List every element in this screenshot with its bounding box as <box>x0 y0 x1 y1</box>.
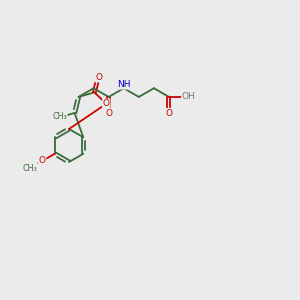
Text: O: O <box>166 109 172 118</box>
Text: O: O <box>39 157 46 166</box>
Text: O: O <box>105 109 112 118</box>
Text: O: O <box>103 99 110 108</box>
Text: CH₃: CH₃ <box>52 112 67 121</box>
Text: NH: NH <box>117 80 130 89</box>
Text: O: O <box>95 73 102 82</box>
Text: CH₃: CH₃ <box>22 164 37 173</box>
Text: OH: OH <box>182 92 196 101</box>
